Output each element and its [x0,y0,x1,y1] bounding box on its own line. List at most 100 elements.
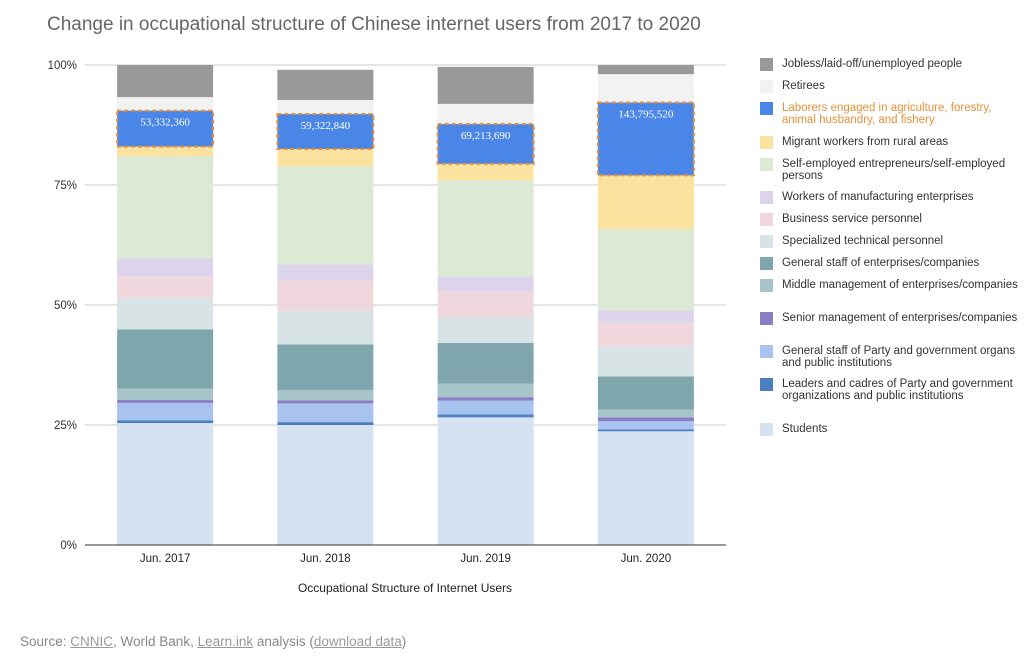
bar-segment-jobless-laid-off-unemployed-people [597,65,694,75]
legend-label: Self-employed entrepreneurs/self-employe… [782,158,1006,182]
bar-segment-workers-of-manufacturing-enterprises [117,258,214,277]
cnnic-link[interactable]: CNNIC [70,634,114,649]
bar-segment-specialized-technical-personnel [437,317,534,343]
legend-label: Business service personnel [782,213,922,225]
bar-segment-jobless-laid-off-unemployed-people [277,69,374,101]
bar-segment-senior-management-of-enterprises-compani [437,397,534,401]
bar-segment-middle-management-of-enterprises-compani [117,388,214,401]
legend-swatch [760,213,773,226]
bar-segment-general-staff-of-party-and-government-or [277,403,374,423]
bar-segment-specialized-technical-personnel [597,346,694,377]
y-tick-label: 75% [54,180,77,192]
bar-segment-business-service-personnel [277,280,374,311]
legend-label: Senior management of enterprises/compani… [782,312,1018,324]
footer-middle: , World Bank, [113,634,198,649]
legend-swatch [760,102,773,115]
bar-segment-students [117,423,214,545]
data-label: 69,213,690 [461,130,511,142]
highlight-box [116,109,215,148]
bar-segment-retirees [117,97,214,111]
bar-segment-laborers-engaged-in-agriculture-forestry [597,102,694,176]
bar-segment-general-staff-of-enterprises-companies [117,329,214,389]
bar-segment-middle-management-of-enterprises-compani [437,383,534,398]
bar-segment-migrant-workers-from-rural-areas [117,146,214,157]
highlight-box [436,123,535,165]
legend-label: Migrant workers from rural areas [782,136,949,148]
legend-label: Laborers engaged in agriculture, forestr… [782,102,992,126]
y-tick-label: 0% [60,540,77,552]
data-label: 53,332,360 [140,117,190,129]
legend-swatch [760,235,773,248]
bar-segment-students [437,417,534,545]
footer-suffix: ) [401,634,407,649]
legend-swatch [760,158,773,171]
y-tick-label: 100% [48,60,77,72]
bar-segment-general-staff-of-party-and-government-or [437,400,534,415]
chart-title: Change in occupational structure of Chin… [47,14,701,35]
legend-label: General staff of enterprises/companies [782,257,980,269]
learnink-link[interactable]: Learn.ink [197,634,254,649]
bar-segment-specialized-technical-personnel [277,310,374,345]
legend-swatch [760,191,773,204]
bar-segment-leaders-and-cadres-of-party-and-governme [277,422,374,425]
legend-swatch [760,312,773,325]
highlight-boxes: 53,332,360 59,322,840 69,213,690 143,795,52… [116,101,695,177]
legend-swatch [760,257,773,270]
footer-analysis: analysis ( [253,634,314,649]
legend-label: Jobless/laid-off/unemployed people [782,58,963,70]
legend-label: Retirees [782,80,825,92]
bar-segment-senior-management-of-enterprises-compani [597,417,694,422]
bar-segment-business-service-personnel [117,276,214,298]
bars [117,65,694,545]
bar-segment-leaders-and-cadres-of-party-and-governme [437,414,534,418]
bar-segment-general-staff-of-enterprises-companies [597,376,694,410]
bar-segment-general-staff-of-party-and-government-or [597,421,694,430]
bar-segment-laborers-engaged-in-agriculture-forestry [437,124,534,164]
y-axis-ticks: 0% 25% 50% 75% 100% [48,60,77,552]
legend-label: Students [782,423,828,435]
x-axis-ticks: Jun. 2017 Jun. 2018 Jun. 2019 Jun. 2020 [140,553,671,565]
bar-segment-jobless-laid-off-unemployed-people [437,66,534,104]
legend-label: General staff of Party and government or… [782,345,1016,369]
bar-segment-business-service-personnel [437,291,534,318]
legend-swatch [760,423,773,436]
bar-segment-workers-of-manufacturing-enterprises [597,310,694,323]
data-label: 59,322,840 [301,120,351,132]
bar-segment-students [277,425,374,545]
bar-segment-general-staff-of-enterprises-companies [277,344,374,390]
legend-label: Middle management of enterprises/compani… [782,279,1018,291]
bar-segment-retirees [277,100,374,114]
legend-swatch [760,345,773,358]
bar-segment-self-employed-entrepreneurs-self-employe [117,156,214,259]
bar-segment-students [597,431,694,545]
bar-segment-migrant-workers-from-rural-areas [437,163,534,181]
bar-segment-workers-of-manufacturing-enterprises [277,264,374,281]
bar-segment-middle-management-of-enterprises-compani [597,409,694,418]
bar-segment-self-employed-entrepreneurs-self-employe [597,229,694,311]
x-tick-label: Jun. 2020 [621,553,672,565]
bar-segment-self-employed-entrepreneurs-self-employe [437,180,534,277]
x-tick-label: Jun. 2019 [460,553,511,565]
legend-swatch [760,279,773,292]
bar-segment-self-employed-entrepreneurs-self-employe [277,166,374,265]
legend-swatch [760,80,773,93]
bar-segment-retirees [437,103,534,125]
bar-segment-specialized-technical-personnel [117,297,214,330]
bar-segment-senior-management-of-enterprises-compani [117,400,214,403]
y-tick-label: 25% [54,420,77,432]
legend-swatch [760,58,773,71]
bar-segment-migrant-workers-from-rural-areas [277,149,374,167]
legend-label: Specialized technical personnel [782,235,944,247]
x-tick-label: Jun. 2018 [300,553,351,565]
bar-segment-laborers-engaged-in-agriculture-forestry [277,113,374,149]
bar-segment-workers-of-manufacturing-enterprises [437,276,534,292]
bar-segment-senior-management-of-enterprises-compani [277,400,374,404]
bar-segment-business-service-personnel [597,322,694,347]
bar-segment-leaders-and-cadres-of-party-and-governme [597,429,694,432]
bar-segment-leaders-and-cadres-of-party-and-governme [117,420,214,424]
legend-label: Leaders and cadres of Party and governme… [782,378,1013,402]
download-data-link[interactable]: download data [313,634,402,649]
bar-segment-migrant-workers-from-rural-areas [597,175,694,230]
legend-swatch [760,136,773,149]
stacked-bar-chart: 53,332,360 59,322,840 69,213,690 143,795,52… [48,60,726,595]
